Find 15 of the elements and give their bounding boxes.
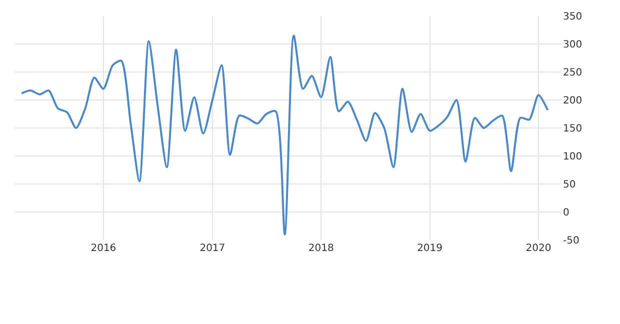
x-tick-label: 2019 [417, 243, 443, 254]
x-tick-label: 2017 [200, 243, 226, 254]
y-tick-label: 0 [563, 208, 570, 218]
x-tick-label: 2020 [526, 243, 552, 254]
y-tick-label: 300 [563, 40, 582, 50]
y-tick-label: 150 [563, 124, 582, 134]
y-tick-label: 50 [563, 180, 576, 190]
line-series [20, 34, 549, 236]
y-tick-label: 350 [563, 12, 582, 22]
x-tick-label: 2016 [90, 243, 116, 254]
y-tick-label: 100 [563, 152, 582, 162]
y-tick-label: 200 [563, 96, 582, 106]
x-tick-label: 2018 [308, 243, 334, 254]
y-tick-label: -50 [563, 236, 580, 246]
y-tick-label: 250 [563, 68, 582, 78]
